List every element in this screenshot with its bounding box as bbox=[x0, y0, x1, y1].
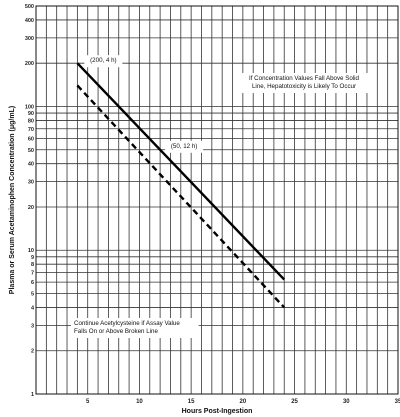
x-tick-label: 15 bbox=[188, 399, 195, 405]
treatment-line-dashed bbox=[76, 84, 286, 309]
y-tick-label: 300 bbox=[25, 36, 34, 42]
x-tick-label: 10 bbox=[136, 399, 143, 405]
x-tick-label: 30 bbox=[343, 399, 350, 405]
point-label-50-12h-text: (50, 12 h) bbox=[171, 143, 197, 150]
y-tick-label: 4 bbox=[31, 305, 35, 311]
y-tick-label: 50 bbox=[28, 148, 34, 154]
y-tick-label: 30 bbox=[28, 180, 34, 186]
x-tick-label: 25 bbox=[291, 399, 298, 405]
hepatotoxicity-line-solid bbox=[76, 62, 286, 281]
y-tick-label: 5 bbox=[31, 292, 34, 298]
y-tick-label: 3 bbox=[31, 323, 34, 329]
acetylcysteine-note-text: Continue Acetylcysteine if Assay Value bbox=[74, 320, 180, 327]
acetylcysteine-note-bg bbox=[71, 318, 199, 338]
annotations: (200, 4 h) (50, 12 h) If Concentration Val… bbox=[71, 55, 371, 338]
y-tick-label: 20 bbox=[28, 205, 34, 211]
hepatotoxicity-note-text: If Concentration Values Fall Above Solid bbox=[249, 75, 360, 82]
y-tick-label: 2 bbox=[31, 349, 34, 355]
x-tick-label: 5 bbox=[86, 399, 90, 405]
plot-frame bbox=[35, 5, 399, 395]
y-tick-label: 1 bbox=[31, 392, 34, 398]
series-lines bbox=[76, 62, 286, 309]
y-tick-label: 400 bbox=[25, 18, 34, 24]
x-tick-label: 20 bbox=[240, 399, 247, 405]
y-tick-label: 500 bbox=[25, 4, 34, 10]
y-tick-label: 200 bbox=[25, 61, 34, 67]
y-tick-label: 7 bbox=[31, 271, 34, 277]
x-axis-title: Hours Post-Ingestion bbox=[182, 408, 253, 415]
hepatotoxicity-note-bg bbox=[237, 73, 371, 93]
y-tick-label: 9 bbox=[31, 255, 34, 261]
point-label-200-4h-bg bbox=[84, 55, 123, 68]
y-tick-label: 80 bbox=[28, 118, 34, 124]
acetylcysteine-note-text: Falls On or Above Broken Line bbox=[74, 328, 158, 335]
y-axis-title: Plasma or Serum Acetaminophen Concentrat… bbox=[9, 106, 16, 294]
y-tick-label: 70 bbox=[28, 127, 34, 133]
y-tick-label: 10 bbox=[28, 248, 34, 254]
hepatotoxicity-note-text: Line, Hepatotoxicity is Likely To Occur bbox=[252, 83, 356, 90]
y-tick-label: 6 bbox=[31, 280, 34, 286]
y-tick-label: 100 bbox=[25, 104, 34, 110]
x-tick-label: 35 bbox=[395, 399, 400, 405]
point-label-200-4h-text: (200, 4 h) bbox=[90, 57, 116, 64]
y-tick-label: 40 bbox=[28, 162, 34, 168]
point-label-50-12h-bg bbox=[165, 140, 204, 153]
y-tick-label: 60 bbox=[28, 136, 34, 142]
x-tick-labels: 5 10 15 20 25 30 35 bbox=[86, 399, 400, 405]
y-tick-label: 90 bbox=[28, 111, 34, 117]
y-tick-label: 8 bbox=[31, 262, 34, 268]
